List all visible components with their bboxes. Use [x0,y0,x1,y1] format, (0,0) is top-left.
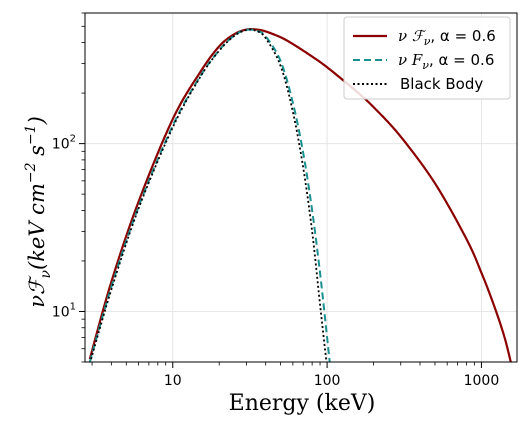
x-tick-label: 100 [314,373,341,389]
legend-label-series-2-main: ν F [398,51,423,69]
y-axis-label-sub: ν [38,270,54,279]
legend-box [343,16,511,100]
series-layer [88,28,512,362]
series-line-1 [88,28,512,362]
y-axis-label-close: ) [25,116,49,125]
x-tick-label: 10 [164,373,182,389]
y-axis-label-units: (keV cm [25,183,49,270]
legend: ν ℱν, α = 0.6 ν Fν, α = 0.6 Black Body [343,16,511,100]
legend-label-series-1-main: ν ℱ [398,27,427,45]
y-tick-label: 101 [52,301,76,320]
y-tick-label: 102 [52,134,76,153]
x-axis-label: Energy (keV) [229,391,376,416]
plot-frame [84,12,518,363]
legend-label-series-1-sub: ν [424,35,431,48]
legend-label-series-1-rest: , α = 0.6 [430,27,495,45]
legend-label-series-2: ν Fν, α = 0.6 [398,51,494,72]
y-axis-label-exp1: −2 [23,162,39,183]
y-axis-label-units-s: s [25,145,49,163]
legend-label-series-3: Black Body [400,75,483,93]
y-axis-label-exp2: −1 [23,124,39,145]
legend-entry-series-3: Black Body [353,75,483,93]
legend-label-series-1: ν ℱν, α = 0.6 [398,27,496,48]
legend-label-series-2-rest: , α = 0.6 [429,51,494,69]
x-tick-label: 1000 [464,373,500,389]
legend-entry-series-1: ν ℱν, α = 0.6 [353,27,496,48]
y-axis-label-symbol: νℱ [25,275,49,308]
series-line-3 [89,28,328,362]
ticks: 10 100 1000 101 102 [52,12,500,389]
y-axis-label: νℱν(keV cm−2 s−1) [23,116,54,308]
legend-entry-series-2: ν Fν, α = 0.6 [353,51,494,72]
legend-label-series-2-sub: ν [422,59,429,72]
